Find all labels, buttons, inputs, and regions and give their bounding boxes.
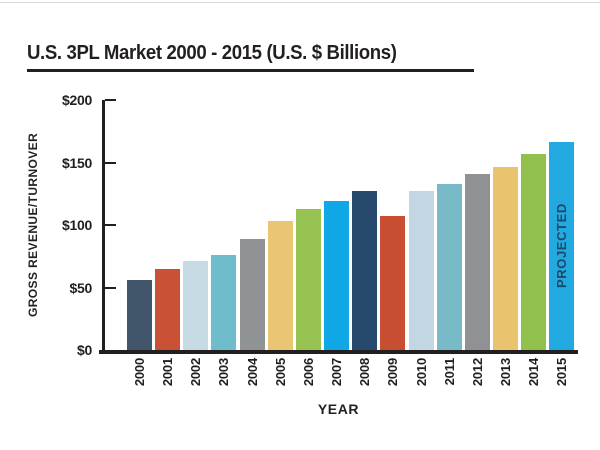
x-tick-label-2013: 2013 [491, 358, 520, 402]
bar-2007 [324, 201, 350, 350]
x-tick-label-2015: 2015 [547, 358, 576, 402]
bar-2003 [211, 255, 237, 350]
x-tick-label-text: 2010 [413, 358, 429, 387]
y-tick-label: $0 [77, 342, 92, 358]
bar-2011 [436, 184, 462, 350]
x-tick-label-text: 2012 [469, 358, 485, 387]
x-tick-label-text: 2007 [329, 358, 345, 387]
bar-2010 [408, 191, 434, 350]
x-tick-label-text: 2006 [300, 358, 316, 387]
bar-2005 [267, 221, 293, 350]
y-tick-mark [105, 224, 116, 226]
x-tick-label-text: 2001 [160, 358, 176, 387]
x-tick-label-text: 2005 [272, 358, 288, 387]
title-underline [27, 69, 474, 72]
x-tick-label-text: 2002 [188, 358, 204, 387]
projected-label: PROJECTED [554, 203, 570, 289]
y-tick-label: $200 [62, 92, 92, 108]
x-axis-title: YEAR [317, 401, 360, 417]
bar-2004 [239, 239, 265, 350]
x-tick-label-2004: 2004 [238, 358, 267, 402]
x-axis-line [99, 350, 578, 354]
bar-2000 [127, 280, 152, 350]
x-tick-label-2014: 2014 [519, 358, 548, 402]
bar-2013 [492, 167, 518, 350]
bar-2015: PROJECTED [549, 142, 575, 350]
y-tick-label: $100 [62, 217, 92, 233]
chart-title: U.S. 3PL Market 2000 - 2015 (U.S. $ Bill… [27, 42, 397, 64]
bar-2008 [352, 191, 378, 350]
bar-2014 [521, 154, 547, 350]
x-tick-label-2006: 2006 [294, 358, 323, 402]
bar-2012 [464, 174, 490, 350]
x-tick-label-text: 2013 [497, 358, 513, 387]
bar-2006 [295, 209, 321, 350]
y-tick-label: $50 [69, 279, 93, 296]
y-axis-title: GROSS REVENUE/TURNOVER [26, 132, 40, 318]
x-tick-label-text: 2014 [526, 358, 542, 387]
x-tick-label-text: 2015 [554, 358, 570, 387]
x-tick-label-2012: 2012 [463, 358, 492, 402]
x-tick-label-text: 2009 [385, 358, 401, 387]
y-tick-label: $150 [62, 154, 92, 171]
x-tick-label-2002: 2002 [181, 358, 210, 402]
x-tick-label-2001: 2001 [153, 358, 182, 402]
y-tick-mark [105, 99, 116, 101]
x-tick-label-2007: 2007 [322, 358, 351, 402]
x-tick-label-text: 2000 [132, 358, 147, 387]
top-border-line [0, 2, 600, 3]
y-tick-mark [105, 286, 116, 289]
bar-2009 [380, 216, 406, 350]
x-tick-label-2003: 2003 [209, 358, 238, 402]
plot-area: $200 $150 $100 $50 $0 2000 2001 2002 2003 2004 200… [62, 92, 578, 386]
x-tick-label-text: 2008 [357, 358, 373, 387]
bar-2002 [183, 261, 209, 350]
x-tick-label-text: 2004 [244, 358, 260, 387]
x-tick-label-text: 2011 [441, 358, 457, 386]
x-tick-label-2000: 2000 [125, 358, 154, 402]
x-tick-label-2010: 2010 [407, 358, 436, 402]
x-tick-label-2009: 2009 [378, 358, 407, 402]
bar-2001 [155, 269, 181, 350]
x-tick-label-2008: 2008 [350, 358, 379, 402]
x-tick-label-2005: 2005 [266, 358, 295, 402]
y-tick-mark [105, 161, 116, 164]
x-tick-label-text: 2003 [216, 358, 232, 387]
x-tick-label-2011: 2011 [435, 358, 464, 402]
y-axis-line [102, 100, 105, 354]
